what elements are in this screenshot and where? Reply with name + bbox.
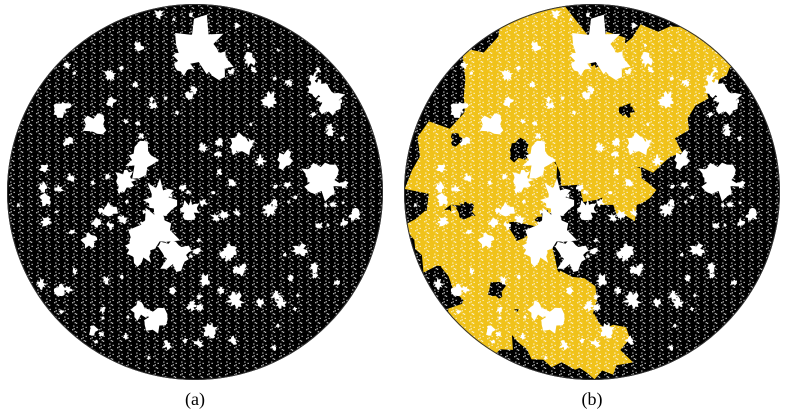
- percolation-disk-b: [404, 4, 780, 380]
- caption-b: (b): [581, 389, 603, 409]
- percolation-disk-a: [7, 4, 383, 380]
- caption-a: (a): [185, 389, 205, 409]
- panel-a: (a): [0, 0, 390, 416]
- panel-b: (b): [397, 0, 787, 416]
